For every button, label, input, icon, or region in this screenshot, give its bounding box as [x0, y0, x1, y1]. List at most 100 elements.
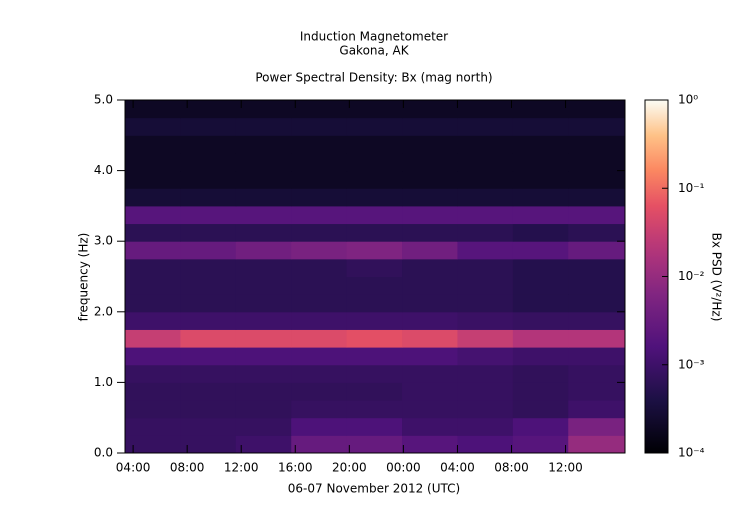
spectrogram-cell [125, 400, 181, 419]
spectrogram-cell [346, 382, 403, 401]
spectrogram-cell [291, 347, 348, 366]
spectrogram-cell [125, 435, 181, 454]
spectrogram-cell [346, 100, 403, 119]
spectrogram-cell [512, 223, 569, 242]
spectrogram-cell [402, 223, 458, 242]
spectrogram-cell [235, 347, 292, 366]
spectrogram-cell [291, 276, 348, 295]
x-tick-label: 04:00 [116, 461, 151, 475]
y-tick-label: 4.0 [94, 163, 113, 177]
spectrogram-cell [235, 223, 292, 242]
spectrogram-cell [291, 400, 348, 419]
spectrogram-cell [125, 276, 181, 295]
spectrogram-cell [568, 364, 626, 383]
spectrogram-cell [125, 417, 181, 436]
spectrogram-cell [235, 329, 292, 348]
x-tick-label: 20:00 [332, 461, 367, 475]
colorbar-tick-label: 10⁰ [678, 93, 698, 107]
colorbar-label: Bx PSD (V²/Hz) [710, 233, 724, 322]
spectrogram-cell [457, 435, 514, 454]
colorbar-tick-label: 10⁻³ [678, 357, 705, 371]
spectrogram-cell [568, 400, 626, 419]
spectrogram-cell [125, 223, 181, 242]
spectrogram-cell [291, 311, 348, 330]
spectrogram-cell [512, 152, 569, 172]
spectrogram-cell [125, 311, 181, 330]
spectrogram-cell [125, 135, 181, 154]
spectrogram-cell [291, 135, 348, 154]
spectrogram-cell [512, 347, 569, 366]
spectrogram-cell [568, 311, 626, 330]
spectrogram-cell [568, 170, 626, 189]
spectrogram-cell [457, 347, 514, 366]
spectrogram-cell [291, 205, 348, 225]
spectrogram-cell [291, 294, 348, 313]
spectrogram-cell [402, 205, 458, 225]
spectrogram-cell [457, 364, 514, 383]
spectrogram-cell [346, 294, 403, 313]
spectrogram-cell [512, 100, 569, 119]
spectrogram-cell [457, 188, 514, 207]
spectrogram-cell [568, 382, 626, 401]
plot-frame [124, 99, 626, 454]
spectrogram-cell [180, 258, 237, 277]
spectrogram-cell [346, 417, 403, 436]
spectrogram-cell [235, 152, 292, 172]
spectrogram-cell [346, 205, 403, 225]
spectrogram-cell [568, 117, 626, 136]
spectrogram-cell [457, 170, 514, 189]
spectrogram-cell [568, 188, 626, 207]
spectrogram-cell [568, 435, 626, 454]
chart-title: Induction Magnetometer [300, 30, 448, 44]
spectrogram-cell [402, 276, 458, 295]
spectrogram-cell [235, 188, 292, 207]
spectrogram-cell [125, 364, 181, 383]
colorbar-tick-label: 10⁻¹ [678, 181, 705, 195]
spectrogram-cell [125, 382, 181, 401]
spectrogram-cell [512, 117, 569, 136]
spectrogram-cell [180, 364, 237, 383]
spectrogram-cell [180, 294, 237, 313]
spectrogram-cell [291, 188, 348, 207]
spectrogram-cell [291, 258, 348, 277]
spectrogram-cell [402, 152, 458, 172]
spectrogram-cell [402, 347, 458, 366]
spectrogram-cell [457, 294, 514, 313]
spectrogram-cell [402, 100, 458, 119]
spectrogram-cell [402, 258, 458, 277]
spectrogram-cell [235, 364, 292, 383]
spectrogram-cell [457, 417, 514, 436]
spectrogram-cell [512, 400, 569, 419]
spectrogram-cell [568, 417, 626, 436]
spectrogram-cell [568, 329, 626, 348]
spectrogram-cell [291, 117, 348, 136]
spectrogram-cell [291, 223, 348, 242]
spectrogram-cell [235, 276, 292, 295]
spectrogram-cell [512, 364, 569, 383]
spectrogram-cell [402, 435, 458, 454]
spectrogram-cell [235, 311, 292, 330]
spectrogram-cell [346, 170, 403, 189]
y-tick-label: 2.0 [94, 304, 113, 318]
spectrogram-cell [346, 152, 403, 172]
spectrogram-cell [346, 223, 403, 242]
spectrogram-cell [346, 311, 403, 330]
spectrogram-cell [512, 329, 569, 348]
spectrogram-cell [568, 241, 626, 260]
spectrogram-cell [512, 135, 569, 154]
spectrogram-cell [180, 241, 237, 260]
spectrogram-cell [125, 100, 181, 119]
spectrogram-cell [180, 100, 237, 119]
spectrogram-cell [512, 435, 569, 454]
x-tick-label: 08:00 [170, 461, 205, 475]
x-axis-label: 06-07 November 2012 (UTC) [288, 482, 460, 496]
spectrogram-cell [346, 400, 403, 419]
spectrogram-cell [512, 417, 569, 436]
spectrogram-cell [457, 205, 514, 225]
spectrogram-cell [180, 400, 237, 419]
spectrogram-cell [125, 258, 181, 277]
y-axis-label: frequency (Hz) [77, 233, 91, 322]
spectrogram-cell [346, 258, 403, 277]
colorbar-tick-label: 10⁻⁴ [678, 446, 705, 460]
